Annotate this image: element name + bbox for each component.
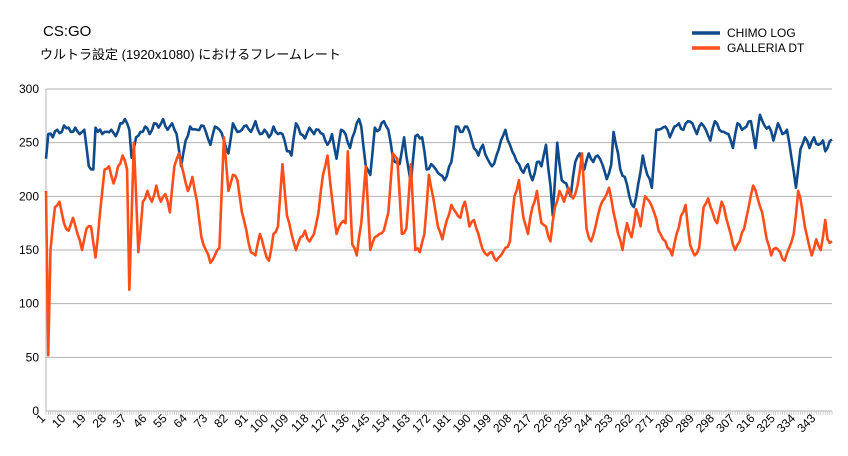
x-tick-label: 28	[90, 411, 110, 431]
legend-label-galleria-dt: GALLERIA DT	[727, 41, 805, 55]
y-tick-label: 200	[19, 189, 39, 203]
y-tick-label: 300	[19, 82, 39, 96]
x-tick-label: 82	[211, 411, 231, 431]
x-tick-label: 37	[110, 411, 130, 431]
legend-label-chimo-log: CHIMO LOG	[727, 26, 796, 40]
x-tick-label: 10	[49, 411, 69, 431]
y-tick-label: 150	[19, 243, 39, 257]
y-tick-label: 100	[19, 297, 39, 311]
chart-title: CS:GO	[43, 23, 91, 40]
grid-lines	[46, 88, 832, 412]
x-tick-label: 46	[130, 411, 150, 431]
plot-area	[44, 113, 833, 357]
series-line-chimo-log	[44, 113, 833, 217]
x-tick-label: 73	[191, 411, 211, 431]
y-axis: 0 50 100 150 200 250 300	[19, 82, 47, 418]
y-tick-label: 50	[26, 350, 40, 364]
x-tick-label: 64	[171, 411, 191, 431]
legend: CHIMO LOG GALLERIA DT	[692, 26, 805, 55]
series-line-galleria-dt	[44, 136, 833, 357]
x-tick-label: 55	[150, 411, 170, 431]
y-tick-label: 0	[32, 404, 39, 418]
x-tick-label: 19	[69, 411, 89, 431]
x-axis: 1 10 19 28 37 46 55 64 73 82 911001091181271361451…	[33, 411, 833, 435]
y-tick-label: 250	[19, 136, 39, 150]
chart-subtitle: ウルトラ設定 (1920x1080) におけるフレームレート	[40, 47, 341, 62]
